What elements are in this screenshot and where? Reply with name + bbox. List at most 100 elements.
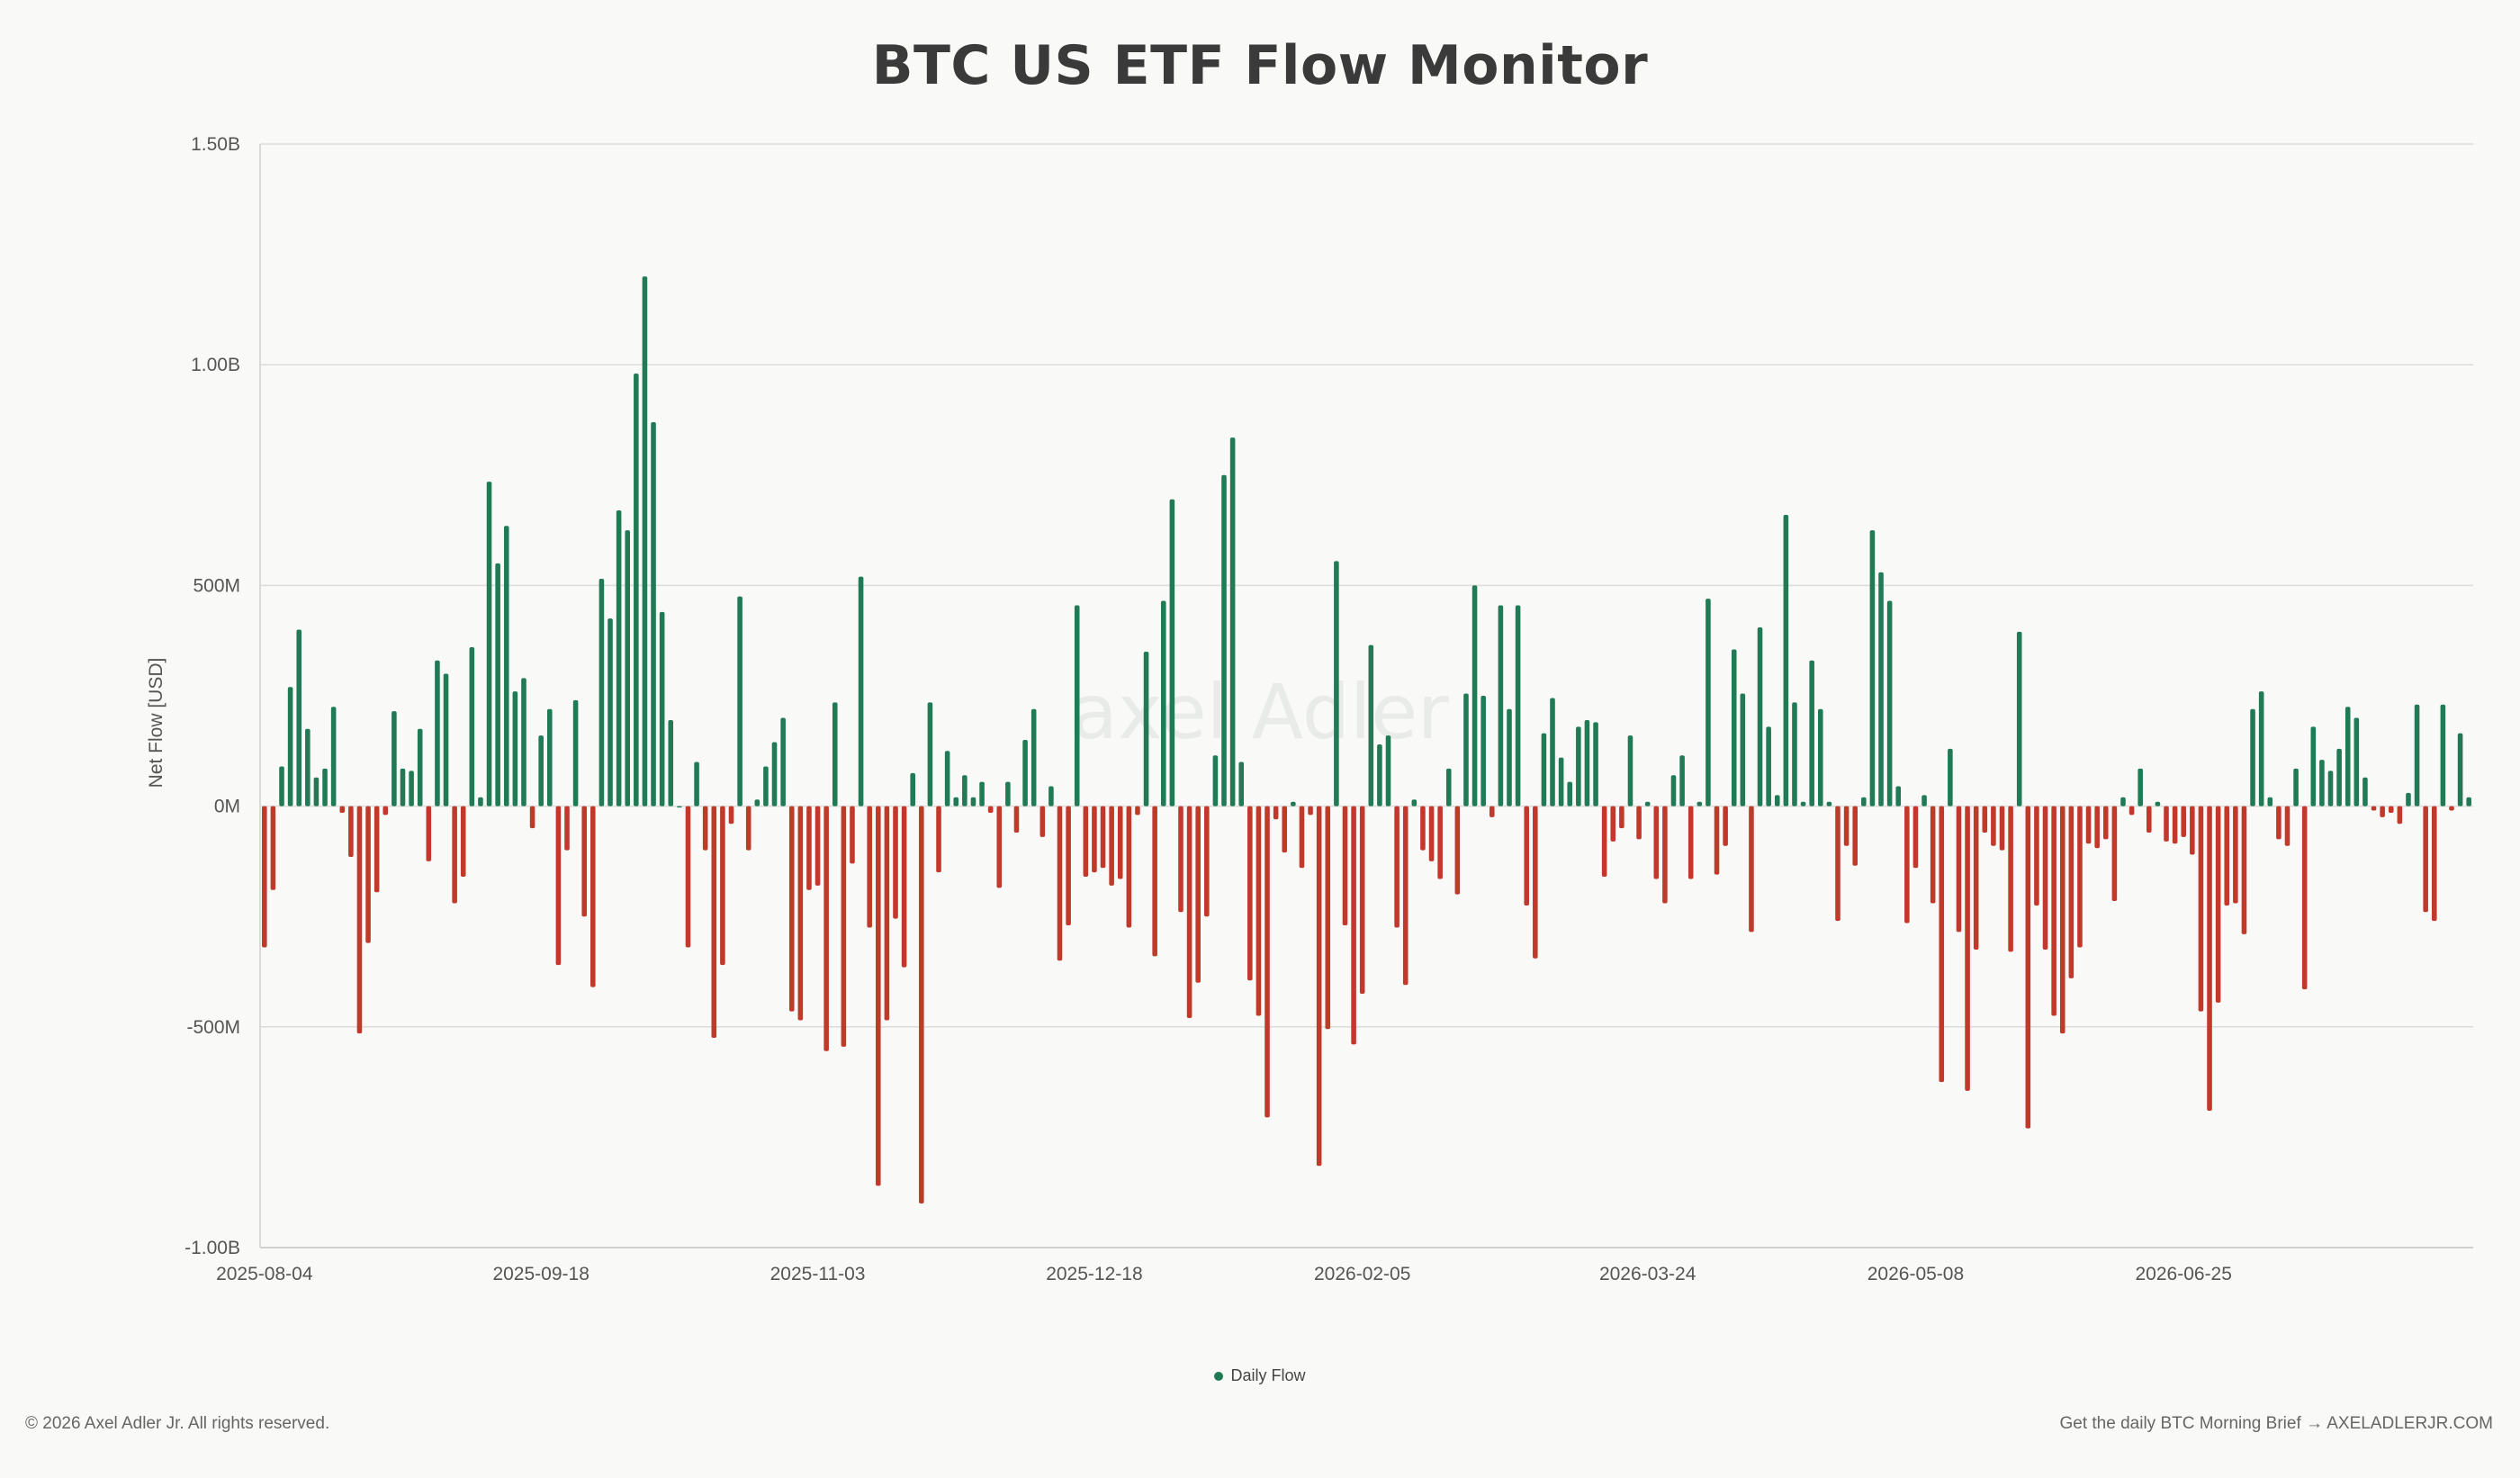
- flow-bar[interactable]: [771, 742, 778, 807]
- flow-bar[interactable]: [426, 806, 432, 861]
- flow-bar[interactable]: [702, 806, 708, 851]
- flow-bar[interactable]: [1662, 806, 1668, 904]
- flow-bar[interactable]: [1922, 795, 1927, 807]
- flow-bar[interactable]: [2190, 806, 2195, 855]
- flow-bar[interactable]: [1178, 806, 1184, 913]
- flow-bar[interactable]: [1445, 768, 1452, 807]
- flow-bar[interactable]: [1878, 572, 1884, 807]
- flow-bar[interactable]: [927, 702, 933, 807]
- flow-bar[interactable]: [2431, 806, 2437, 922]
- flow-bar[interactable]: [1126, 806, 1132, 928]
- flow-bar[interactable]: [262, 806, 267, 948]
- flow-bar[interactable]: [529, 806, 536, 829]
- flow-bar[interactable]: [1160, 600, 1166, 807]
- flow-bar[interactable]: [1861, 797, 1867, 807]
- flow-bar[interactable]: [1818, 708, 1823, 807]
- flow-bar[interactable]: [2181, 806, 2186, 837]
- flow-bar[interactable]: [797, 806, 804, 1021]
- flow-bar[interactable]: [901, 806, 907, 968]
- flow-bar[interactable]: [2336, 748, 2342, 807]
- flow-bar[interactable]: [1541, 733, 1547, 807]
- flow-bar[interactable]: [2051, 806, 2056, 1016]
- flow-bar[interactable]: [1454, 806, 1461, 895]
- flow-bar[interactable]: [2449, 806, 2454, 811]
- flow-bar[interactable]: [1092, 806, 1097, 873]
- flow-bar[interactable]: [1195, 806, 1201, 983]
- flow-bar[interactable]: [944, 751, 950, 807]
- flow-bar[interactable]: [1463, 693, 1469, 807]
- flow-bar[interactable]: [2310, 726, 2317, 807]
- flow-bar[interactable]: [590, 806, 596, 987]
- flow-bar[interactable]: [1706, 599, 1711, 807]
- flow-bar[interactable]: [1066, 806, 1071, 926]
- flow-bar[interactable]: [1428, 806, 1435, 861]
- flow-bar[interactable]: [598, 579, 605, 807]
- flow-bar[interactable]: [1558, 757, 1564, 807]
- flow-bar[interactable]: [1835, 806, 1840, 922]
- flow-bar[interactable]: [1766, 726, 1771, 807]
- flow-bar[interactable]: [1057, 806, 1063, 961]
- flow-bar[interactable]: [996, 806, 1003, 888]
- flow-bar[interactable]: [1601, 806, 1607, 878]
- flow-bar[interactable]: [1636, 806, 1642, 840]
- flow-bar[interactable]: [330, 707, 337, 807]
- flow-bar[interactable]: [1965, 806, 1970, 1091]
- flow-bar[interactable]: [1169, 499, 1175, 807]
- flow-bar[interactable]: [1852, 806, 1858, 866]
- flow-bar[interactable]: [460, 806, 466, 878]
- flow-bar[interactable]: [1083, 806, 1089, 878]
- flow-bar[interactable]: [2077, 806, 2083, 948]
- flow-bar[interactable]: [2207, 806, 2212, 1111]
- flow-bar[interactable]: [287, 687, 293, 807]
- flow-bar[interactable]: [1792, 702, 1797, 807]
- flow-bar[interactable]: [279, 766, 284, 807]
- flow-bar[interactable]: [1334, 561, 1339, 807]
- flow-bar[interactable]: [1368, 644, 1374, 807]
- flow-bar[interactable]: [1731, 649, 1737, 807]
- flow-bar[interactable]: [1576, 726, 1581, 807]
- flow-bar[interactable]: [1472, 585, 1478, 807]
- flow-bar[interactable]: [2094, 806, 2100, 849]
- flow-bar[interactable]: [1411, 799, 1418, 807]
- flow-bar[interactable]: [832, 702, 838, 807]
- flow-bar[interactable]: [806, 806, 812, 890]
- flow-bar[interactable]: [1005, 781, 1011, 807]
- flow-bar[interactable]: [1930, 806, 1936, 904]
- flow-bar[interactable]: [1809, 660, 1814, 807]
- flow-bar[interactable]: [1749, 806, 1754, 933]
- flow-bar[interactable]: [564, 806, 570, 851]
- flow-bar[interactable]: [953, 797, 959, 807]
- flow-bar[interactable]: [2138, 768, 2143, 807]
- flow-bar[interactable]: [841, 806, 847, 1047]
- flow-bar[interactable]: [1351, 806, 1356, 1045]
- flow-bar[interactable]: [296, 629, 302, 807]
- flow-bar[interactable]: [970, 797, 976, 807]
- flow-bar[interactable]: [2059, 806, 2066, 1034]
- flow-bar[interactable]: [2128, 806, 2135, 816]
- flow-bar[interactable]: [1800, 801, 1806, 807]
- flow-bar[interactable]: [2224, 806, 2230, 906]
- flow-bar[interactable]: [2457, 733, 2463, 807]
- flow-bar[interactable]: [1282, 806, 1288, 853]
- flow-bar[interactable]: [2466, 797, 2471, 807]
- flow-bar[interactable]: [634, 374, 639, 807]
- flow-bar[interactable]: [1204, 806, 1210, 917]
- flow-bar[interactable]: [745, 806, 752, 851]
- flow-bar[interactable]: [2293, 768, 2299, 807]
- flow-bar[interactable]: [2406, 792, 2411, 807]
- flow-bar[interactable]: [2414, 704, 2420, 807]
- flow-bar[interactable]: [2172, 806, 2178, 844]
- flow-bar[interactable]: [2042, 806, 2048, 950]
- flow-bar[interactable]: [1152, 806, 1157, 957]
- flow-bar[interactable]: [313, 777, 320, 807]
- flow-bar[interactable]: [495, 563, 500, 807]
- flow-bar[interactable]: [2120, 797, 2126, 807]
- flow-bar[interactable]: [1186, 806, 1192, 1018]
- newsletter-link[interactable]: Get the daily BTC Morning Brief → AXELAD…: [2059, 1414, 2494, 1433]
- flow-bar[interactable]: [2371, 806, 2377, 811]
- flow-bar[interactable]: [1999, 806, 2005, 851]
- flow-bar[interactable]: [1040, 806, 1046, 837]
- flow-bar[interactable]: [2155, 801, 2161, 807]
- flow-bar[interactable]: [1688, 806, 1694, 879]
- flow-bar[interactable]: [616, 510, 622, 807]
